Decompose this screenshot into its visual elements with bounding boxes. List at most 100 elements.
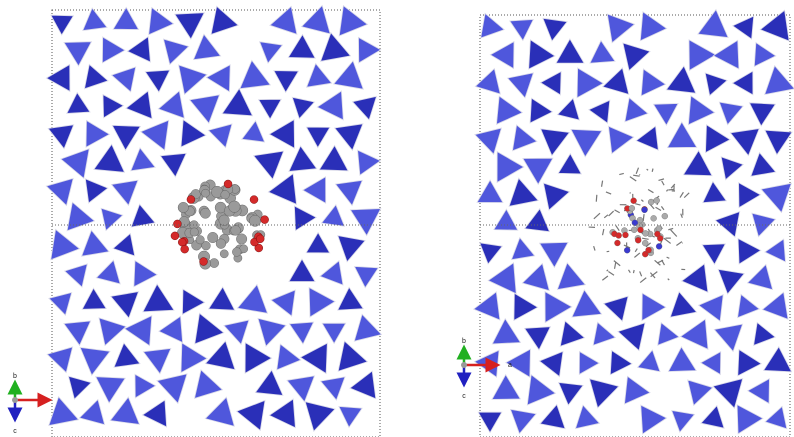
tetrahedron [194,34,221,59]
tetrahedron [64,321,91,345]
atom [635,237,641,243]
atom [178,202,188,212]
tetrahedron [269,120,294,149]
tetrahedron [737,405,763,434]
tetrahedron [558,154,581,174]
atom [220,250,228,258]
tetrahedron [668,122,697,148]
atom [216,239,226,249]
atom [256,235,264,243]
bond [652,236,655,237]
tetrahedron [321,33,351,62]
tetrahedron [51,15,74,35]
tetrahedron [86,121,109,148]
atom [657,235,663,241]
tetrahedron [688,380,713,405]
tetrahedron [638,350,660,372]
tetrahedron [577,68,603,98]
bond [602,181,603,187]
tetrahedron [64,42,92,66]
tetrahedron [112,125,140,150]
tetrahedron [338,287,364,310]
tetrahedron [305,402,335,432]
atom [648,199,654,205]
tetrahedron [85,179,108,203]
tetrahedron [353,96,377,120]
atom [219,215,230,226]
tetrahedron [732,71,753,95]
bond [684,193,689,198]
tetrahedron [666,66,696,93]
tetrahedron [112,180,139,205]
bond [596,195,597,202]
tetrahedron [288,35,315,59]
tetrahedron [641,405,667,434]
tetrahedron [82,230,109,256]
tetrahedron [245,343,272,374]
bond [641,200,643,202]
tetrahedron [46,65,70,92]
atom [196,236,205,245]
bond [609,211,614,216]
atom [221,190,230,199]
atom [631,227,637,233]
atom [250,196,258,204]
bond [662,181,664,185]
tetrahedron [701,352,721,375]
tetrahedron [143,349,170,374]
tetrahedron [143,284,174,312]
tetrahedron [610,351,632,375]
tetrahedron [306,127,329,148]
tetrahedron [287,376,315,402]
tetrahedron [699,295,724,322]
tetrahedron [65,264,88,287]
bond [668,189,674,190]
tetrahedron [488,263,516,294]
atom [642,207,648,213]
tetrahedron [358,150,381,175]
tetrahedron [237,400,265,430]
tetrahedron [94,144,125,172]
atom [616,232,622,238]
tetrahedron [719,102,743,125]
tetrahedron [338,341,367,371]
bond [664,238,671,243]
bond [661,206,664,210]
atom [646,247,652,253]
tetrahedron [475,69,500,94]
axis-label: a [508,362,512,369]
atom [200,208,210,218]
tetrahedron [689,40,716,71]
tetrahedron [525,327,551,350]
tetrahedron [640,12,666,41]
tetrahedron [590,379,619,408]
bond [603,229,604,235]
tetrahedron [721,157,743,180]
tetrahedron [320,261,343,285]
tetrahedron [335,124,363,151]
tetrahedron [83,8,107,30]
tetrahedron [701,406,724,429]
tetrahedron [540,242,568,267]
tetrahedron [576,405,600,429]
tetrahedron [355,267,379,288]
atom [229,201,241,213]
tetrahedron [714,324,742,351]
tetrahedron [703,182,727,203]
tetrahedron [541,72,562,95]
tetrahedron [749,103,775,126]
bond [635,204,640,205]
tetrahedron [209,287,235,310]
tetrahedron [181,343,207,373]
tetrahedron [590,41,615,64]
tetrahedron [113,234,135,256]
tetrahedron [475,128,502,154]
tetrahedron [604,296,629,321]
tetrahedron [625,376,651,404]
tetrahedron [510,20,534,41]
axis-origin [12,397,18,403]
tetrahedron [49,397,79,426]
tetrahedron [69,376,92,399]
tetrahedron [765,239,786,262]
framework [46,6,381,432]
